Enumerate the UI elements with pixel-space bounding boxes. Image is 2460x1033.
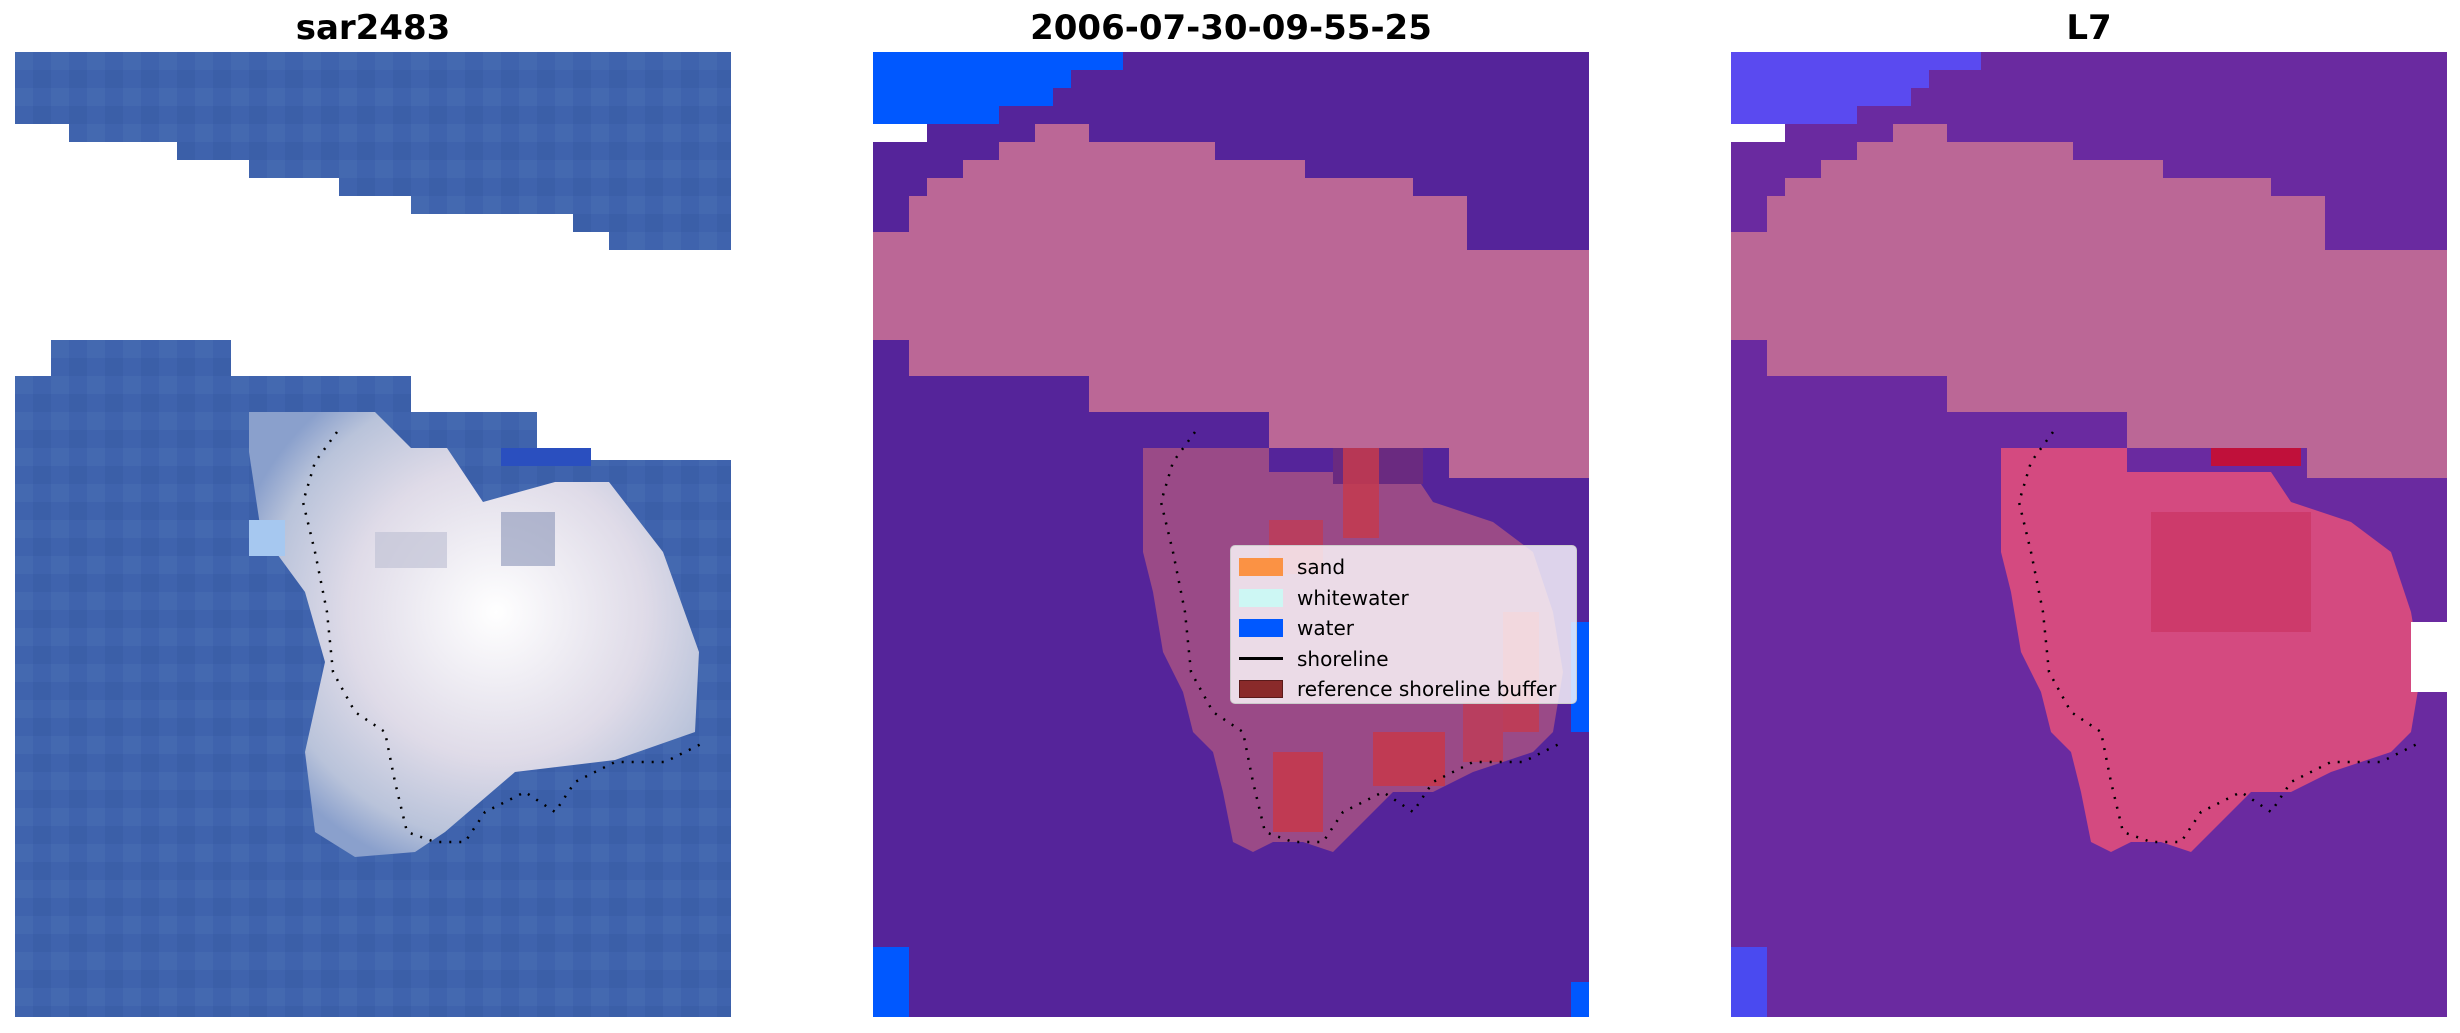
shoreline (301, 431, 706, 844)
legend-label: shoreline (1297, 646, 1389, 671)
shoreline (1159, 431, 1564, 844)
legend: sand whitewater water shoreline referenc… (1230, 545, 1577, 704)
legend-item-sand: sand (1239, 552, 1568, 583)
legend-item-shoreline: shoreline (1239, 644, 1568, 675)
legend-label: whitewater (1297, 585, 1409, 610)
legend-label: water (1297, 616, 1354, 641)
legend-item-whitewater: whitewater (1239, 583, 1568, 614)
island (249, 412, 699, 857)
legend-line (1239, 657, 1283, 661)
pink-mask (1731, 124, 2447, 478)
overlay-image (1731, 52, 2447, 1017)
panel-title: 2006-07-30-09-55-25 (1030, 8, 1432, 48)
legend-item-water: water (1239, 613, 1568, 644)
shoreline (2017, 431, 2422, 844)
legend-item-reference-buffer: reference shoreline buffer (1239, 674, 1568, 705)
cloud-mask (15, 124, 731, 460)
rgb-image (15, 52, 731, 1017)
panel-title: sar2483 (295, 8, 451, 48)
legend-swatch (1239, 588, 1283, 607)
legend-swatch (1239, 619, 1283, 638)
legend-swatch (1239, 558, 1283, 577)
legend-label: sand (1297, 555, 1346, 580)
legend-label: reference shoreline buffer (1297, 677, 1557, 702)
pink-mask (873, 124, 1589, 478)
island-class (2001, 448, 2421, 852)
legend-swatch (1239, 680, 1283, 699)
panel-title: L7 (2066, 8, 2112, 48)
classified-image (873, 52, 1589, 1017)
